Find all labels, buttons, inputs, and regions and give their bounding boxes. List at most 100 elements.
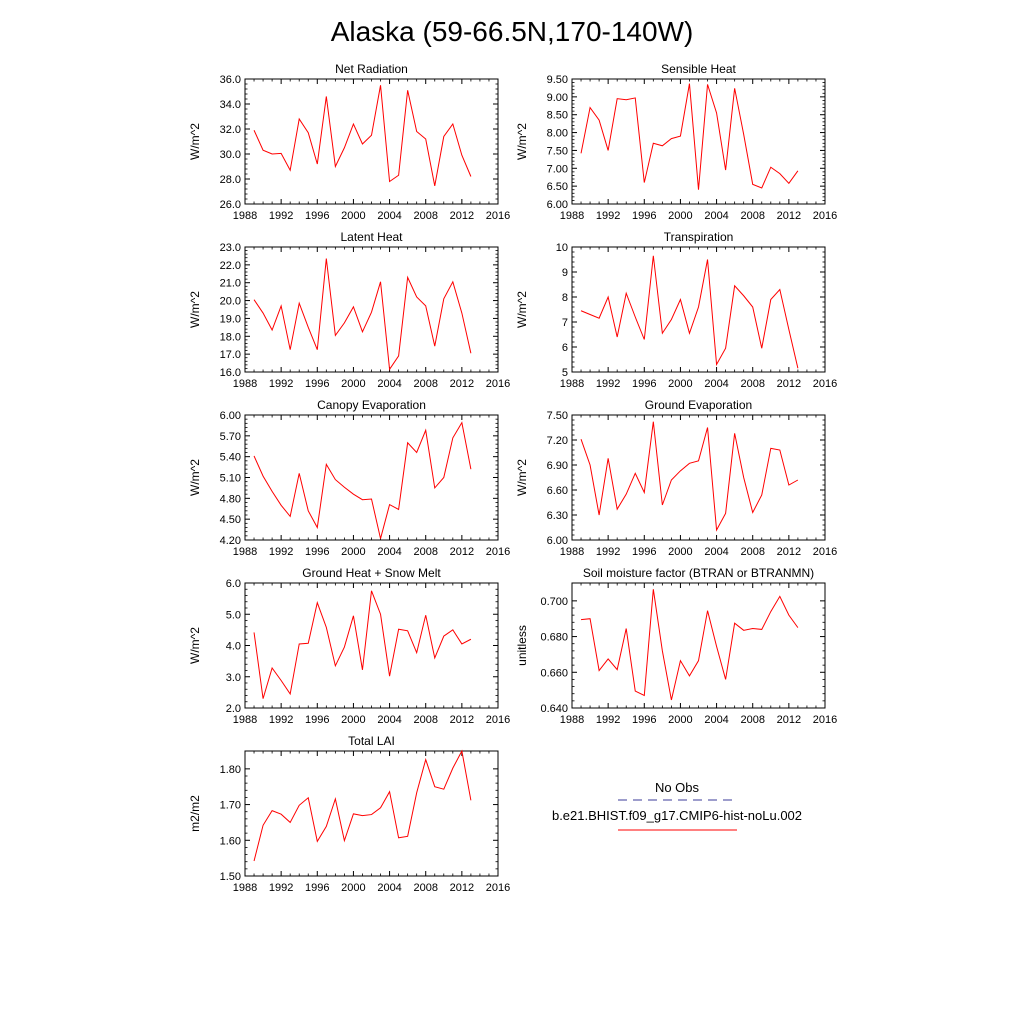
x-tick-label: 2012 [450,210,474,222]
y-tick-label: 26.0 [220,199,241,211]
chart-title: Latent Heat [340,230,403,244]
page-title: Alaska (59-66.5N,170-140W) [331,16,694,47]
y-axis-label: W/m^2 [515,291,529,328]
x-tick-label: 2004 [704,714,728,726]
y-tick-label: 8.50 [547,110,568,122]
y-tick-label: 7 [562,317,568,329]
x-tick-label: 2016 [486,882,510,894]
y-tick-label: 6.50 [547,181,568,193]
x-tick-label: 1992 [269,714,293,726]
x-tick-label: 2012 [450,714,474,726]
x-tick-label: 2008 [413,546,437,558]
y-tick-label: 17.0 [220,349,241,361]
x-tick-label: 1996 [632,210,656,222]
chart-title: Soil moisture factor (BTRAN or BTRANMN) [583,566,814,580]
y-tick-label: 16.0 [220,367,241,379]
x-tick-label: 1996 [305,378,329,390]
y-tick-label: 7.50 [547,145,568,157]
y-tick-label: 7.00 [547,163,568,175]
series-line [580,589,799,701]
y-tick-label: 1.80 [220,764,241,776]
y-axis-label: W/m^2 [188,459,202,496]
x-tick-label: 2004 [377,882,401,894]
y-tick-label: 1.50 [220,871,241,883]
series-line [253,749,472,862]
y-tick-label: 4.20 [220,535,241,547]
x-tick-label: 2012 [777,378,801,390]
y-axis-label: W/m^2 [188,291,202,328]
y-tick-label: 5.0 [226,609,241,621]
x-tick-label: 2008 [413,714,437,726]
x-tick-label: 2016 [486,210,510,222]
plot-frame [244,414,499,541]
chart-panel: Latent Heat W/m^2 1988 1992 1996 2000 2004 2008… [188,230,510,390]
x-tick-label: 2004 [377,210,401,222]
y-tick-label: 4.0 [226,641,241,653]
y-tick-label: 5.40 [220,452,241,464]
y-tick-label: 8 [562,292,568,304]
y-tick-label: 23.0 [220,242,241,254]
y-tick-label: 30.0 [220,149,241,161]
series-line [580,421,799,532]
y-axis-label: W/m^2 [188,123,202,160]
y-tick-label: 28.0 [220,174,241,186]
chart-title: Net Radiation [335,62,408,76]
y-tick-label: 20.0 [220,296,241,308]
x-tick-label: 2004 [377,378,401,390]
y-tick-label: 0.660 [540,667,568,679]
plot-frame [571,582,826,709]
x-tick-label: 2008 [740,714,764,726]
y-tick-label: 7.50 [547,410,568,422]
x-tick-label: 1992 [596,546,620,558]
x-tick-label: 2004 [377,714,401,726]
x-tick-label: 2016 [813,210,837,222]
chart-panel: Net Radiation W/m^2 1988 1992 1996 2000 2004 20… [188,62,510,222]
x-tick-label: 2004 [377,546,401,558]
plot-frame [244,246,499,373]
legend-obs-label: No Obs [655,780,700,795]
y-tick-label: 6.00 [547,199,568,211]
plot-frame [244,78,499,205]
y-tick-label: 8.00 [547,128,568,140]
x-tick-label: 2016 [813,714,837,726]
x-tick-label: 2016 [486,546,510,558]
x-tick-label: 2008 [413,882,437,894]
x-tick-label: 2000 [341,210,365,222]
y-tick-label: 4.80 [220,493,241,505]
x-tick-label: 1992 [269,210,293,222]
y-axis-label: m2/m2 [188,795,202,832]
plot-frame [571,246,826,373]
y-tick-label: 7.20 [547,435,568,447]
y-tick-label: 6.00 [220,410,241,422]
x-tick-label: 1988 [560,714,584,726]
y-axis-label: W/m^2 [515,123,529,160]
y-tick-label: 6 [562,342,568,354]
y-tick-label: 6.90 [547,460,568,472]
x-tick-label: 2004 [704,378,728,390]
y-tick-label: 0.680 [540,632,568,644]
x-tick-label: 1988 [560,378,584,390]
x-tick-label: 2012 [450,546,474,558]
plot-frame [244,750,499,877]
x-tick-label: 2000 [668,210,692,222]
series-line [580,255,799,369]
y-tick-label: 0.640 [540,703,568,715]
y-tick-label: 3.0 [226,672,241,684]
chart-panel: Soil moisture factor (BTRAN or BTRANMN) u… [515,566,837,726]
x-tick-label: 2012 [777,546,801,558]
chart-title: Sensible Heat [661,62,736,76]
x-tick-label: 1988 [233,714,257,726]
y-axis-label: W/m^2 [515,459,529,496]
chart-panel: Ground Evaporation W/m^2 1988 1992 1996 2000 2… [515,398,837,558]
chart-title: Total LAI [348,734,395,748]
y-tick-label: 21.0 [220,278,241,290]
x-tick-label: 1996 [632,546,656,558]
x-tick-label: 1988 [233,882,257,894]
x-tick-label: 2012 [450,882,474,894]
x-tick-label: 2004 [704,546,728,558]
x-tick-label: 2008 [413,378,437,390]
chart-panel: Sensible Heat W/m^2 1988 1992 1996 2000 2004 20… [515,62,837,222]
y-tick-label: 9.50 [547,74,568,86]
y-tick-label: 36.0 [220,74,241,86]
x-tick-label: 1988 [233,210,257,222]
